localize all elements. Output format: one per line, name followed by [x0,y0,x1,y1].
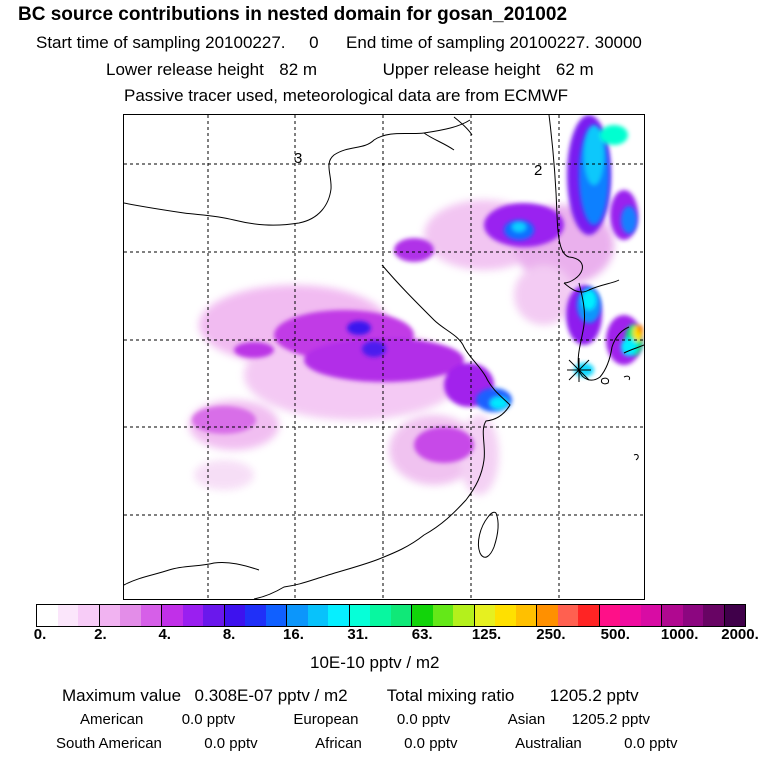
colorbar-segment [474,605,495,626]
source-australian-value: 0.0 pptv [624,735,678,752]
source-african-name: African [315,735,362,752]
start-time-value: 20100227. 0 [205,33,319,52]
colorbar-tick-label: 8. [222,626,236,643]
colorbar-tick-label: 16. [283,626,304,643]
end-time-value: 20100227. 30000 [509,33,642,52]
max-and-total: Maximum value 0.308E-07 pptv / m2 Total … [62,686,639,706]
receptor-marker [567,358,591,382]
colorbar-segment [328,605,350,626]
grid-label-3: 3 [294,150,303,167]
colorbar-segment [37,605,58,626]
colorbar-segment [370,605,391,626]
colorbar-units: 10E-10 pptv / m2 [310,653,440,672]
source-american-value: 0.0 pptv [181,711,236,728]
max-value: 0.308E-07 pptv / m2 [194,686,348,705]
colorbar-segment [307,605,328,626]
colorbar-segment [662,605,683,626]
colorbar-segment [182,605,203,626]
upper-height-value: 62 m [555,60,594,79]
source-asian-name: Asian [507,711,546,728]
source-row-1: American 0.0 pptv European 0.0 pptv Asia… [80,711,650,728]
colorbar-tick-label: 500. [600,626,630,643]
colorbar-segment [432,605,453,626]
source-african-value: 0.0 pptv [404,735,458,752]
colorbar-tick-label: 250. [536,626,566,643]
end-time-label: End time of sampling [346,33,505,52]
colorbar-segment [265,605,287,626]
source-american-name: American [80,711,144,728]
source-european-value: 0.0 pptv [396,711,451,728]
concentration-field [189,115,643,495]
grid-label-2: 2 [534,162,543,179]
source-european-name: European [293,711,359,728]
colorbar-segment [640,605,662,626]
colorbar-tick-label: 2000. [721,626,759,643]
sampling-times: Start time of sampling 20100227. 0 End t… [36,33,642,53]
colorbar-segment [390,605,412,626]
lat-lon-grid [124,115,644,599]
total-mixing-label: Total mixing ratio [386,686,515,705]
colorbar-tick-label: 0. [33,626,47,643]
colorbar-segment [140,605,162,626]
map-panel: 3 2 [123,114,645,600]
colorbar-segment [599,605,620,626]
colorbar-segment [703,605,725,626]
colorbar-tick-label: 1000. [660,626,699,643]
colorbar-tick-label: 125. [471,626,502,643]
colorbar [36,604,746,627]
source-asian-value: 1205.2 pptv [571,711,650,728]
colorbar-segment [245,605,266,626]
max-value-label: Maximum value [62,686,182,705]
release-heights: Lower release height 82 m Upper release … [106,60,594,80]
colorbar-tick-label: 63. [411,626,433,643]
lower-height-value: 82 m [279,60,318,79]
source-south-american-name: South American [56,735,162,752]
colorbar-segment [724,605,745,626]
colorbar-tick-label: 31. [347,626,369,643]
tracer-note: Passive tracer used, meteorological data… [124,86,569,105]
colorbar-segment [120,605,141,626]
colorbar-segment [349,605,370,626]
source-row-2: South American 0.0 pptv African 0.0 pptv… [56,735,677,752]
colorbar-tick-label: 4. [158,626,171,643]
colorbar-segment [453,605,475,626]
colorbar-segment [495,605,516,626]
lower-height-label: Lower release height [106,60,264,79]
upper-height-label: Upper release height [382,60,541,79]
colorbar-segment [620,605,641,626]
colorbar-tick-label: 2. [94,626,107,643]
colorbar-segment [515,605,537,626]
colorbar-segment [203,605,225,626]
map-canvas [124,115,644,599]
colorbar-segment [578,605,600,626]
colorbar-segment [287,605,308,626]
plot-title: BC source contributions in nested domain… [18,4,568,25]
colorbar-segment [78,605,100,626]
colorbar-segment [99,605,120,626]
total-mixing-value: 1205.2 pptv [549,686,639,705]
colorbar-segment [412,605,433,626]
colorbar-segment [224,605,245,626]
source-australian-name: Australian [515,735,582,752]
colorbar-segment [557,605,578,626]
source-south-american-value: 0.0 pptv [204,735,258,752]
colorbar-segment [162,605,183,626]
start-time-label: Start time of sampling [36,33,201,52]
colorbar-tick-labels: 0. 2. 4. 8. 16. 31. 63. 125. 250. 500. 1000. 2000. [0,626,768,650]
colorbar-segment [537,605,558,626]
colorbar-segment [57,605,78,626]
colorbar-segment [682,605,703,626]
